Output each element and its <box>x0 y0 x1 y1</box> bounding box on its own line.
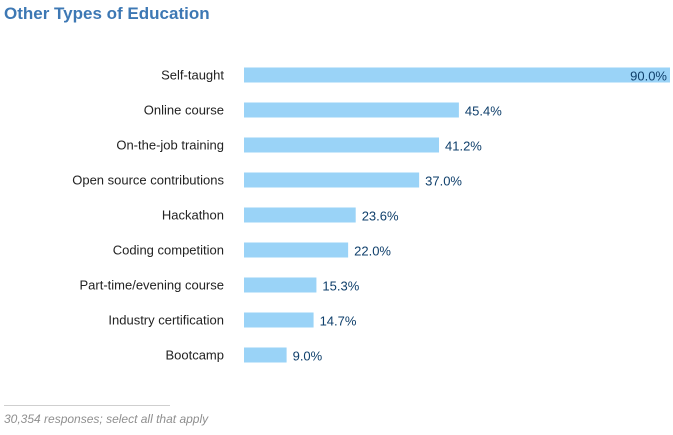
bar-on-the-job-training <box>244 137 440 153</box>
bar-hackathon <box>244 207 356 223</box>
value-label-bootcamp: 9.0% <box>293 349 323 364</box>
category-label-hackathon: Hackathon <box>162 208 224 223</box>
value-label-coding-competition: 22.0% <box>354 244 391 259</box>
category-labels: Self-taught Online course On-the-job train… <box>72 68 224 363</box>
category-label-on-the-job-training: On-the-job training <box>116 138 224 153</box>
bar-self-taught <box>244 67 670 83</box>
category-label-coding-competition: Coding competition <box>113 243 224 258</box>
footnote-divider <box>4 405 170 406</box>
bar-industry-certification <box>244 312 314 328</box>
value-labels: 90.0% 45.4% 41.2% 37.0% 23.6% 22.0% 15.3% 14.7%… <box>293 69 668 364</box>
bar-coding-competition <box>244 242 349 258</box>
bar-online-course <box>244 102 459 118</box>
bar-part-time-evening-course <box>244 277 317 293</box>
category-label-online-course: Online course <box>144 103 224 118</box>
category-label-self-taught: Self-taught <box>161 68 224 83</box>
category-label-industry-certification: Industry certification <box>108 313 224 328</box>
value-label-industry-certification: 14.7% <box>320 314 357 329</box>
category-label-bootcamp: Bootcamp <box>165 348 224 363</box>
chart-title: Other Types of Education <box>4 4 210 23</box>
footnote: 30,354 responses; select all that apply <box>4 412 209 426</box>
bar-bootcamp <box>244 347 287 363</box>
value-label-self-taught: 90.0% <box>630 69 667 84</box>
value-label-open-source-contributions: 37.0% <box>425 174 462 189</box>
bar-open-source-contributions <box>244 172 420 188</box>
bars-layer <box>244 67 670 363</box>
value-label-part-time-evening-course: 15.3% <box>322 279 359 294</box>
value-label-on-the-job-training: 41.2% <box>445 139 482 154</box>
category-label-open-source-contributions: Open source contributions <box>72 173 224 188</box>
category-label-part-time-evening-course: Part-time/evening course <box>79 278 224 293</box>
bar-chart: Self-taught Online course On-the-job train… <box>72 67 670 364</box>
value-label-hackathon: 23.6% <box>362 209 399 224</box>
value-label-online-course: 45.4% <box>465 104 502 119</box>
